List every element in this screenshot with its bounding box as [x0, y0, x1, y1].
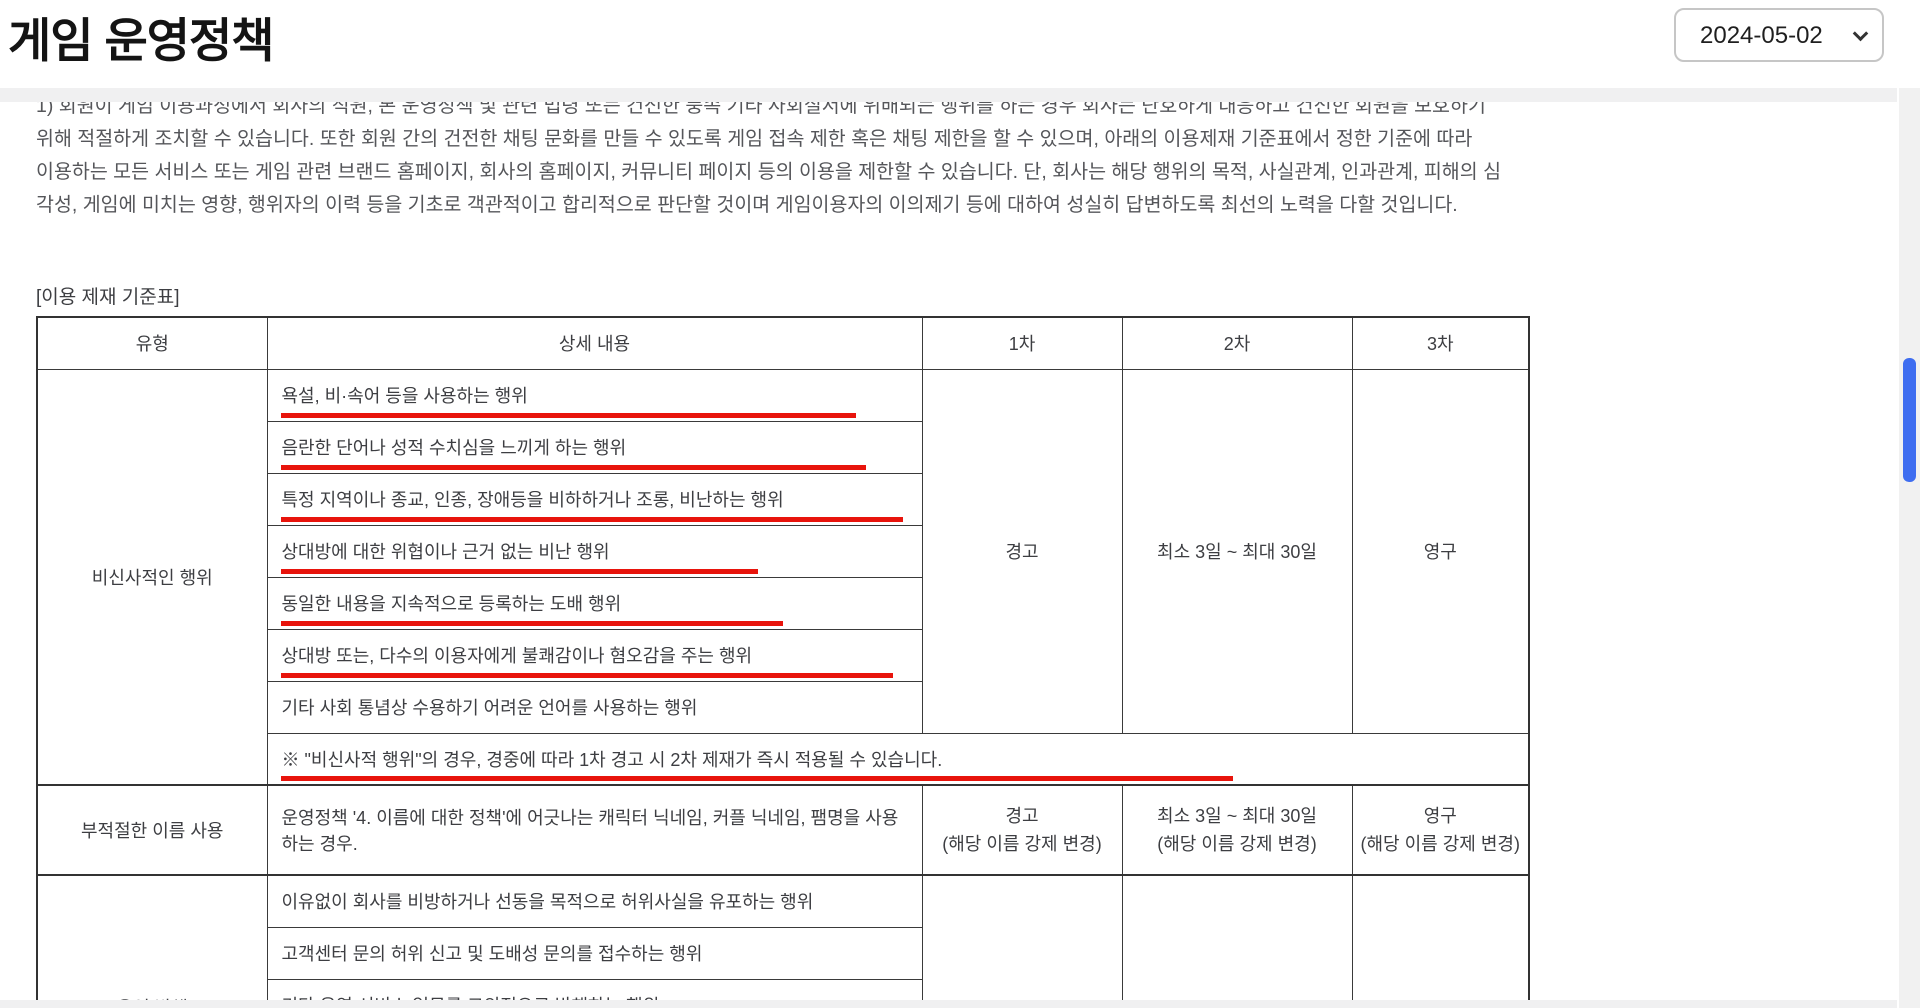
table-row: 비신사적인 행위 욕설, 비·속어 등을 사용하는 행위 경고 최소 3일 ~ …	[36, 368, 1530, 786]
detail-cell: 욕설, 비·속어 등을 사용하는 행위	[266, 368, 923, 422]
table-header-row: 유형 상세 내용 1차 2차 3차	[36, 316, 1530, 370]
detail-cell: 상대방에 대한 위협이나 근거 없는 비난 행위	[266, 524, 923, 578]
intro-line: 이용하는 모든 서비스 또는 게임 관련 브랜드 홈페이지, 회사의 홈페이지,…	[36, 161, 1502, 183]
penalty-third-cell: 영구 (해당 이름 강제 변경)	[1351, 784, 1530, 876]
penalty-third-cell	[1351, 874, 1530, 1008]
type-cell-operation-interference: 운영 방해	[36, 874, 268, 1008]
penalty-second-cell: 최소 3일 ~ 최대 30일 (해당 이름 강제 변경)	[1121, 784, 1353, 876]
red-underline-annotation	[280, 412, 856, 418]
table-row: 운영 방해 이유없이 회사를 비방하거나 선동을 목적으로 허위사실을 유포하는…	[36, 874, 1530, 1008]
type-cell-improper-name: 부적절한 이름 사용	[36, 784, 268, 876]
penalty-first-cell	[921, 874, 1123, 1008]
red-underline-annotation	[280, 672, 893, 678]
intro-line: 1) 회원이 게임 이용과정에서 회사의 직원, 본 운영정책 및 관련 법령 …	[36, 102, 1486, 117]
column-header-type: 유형	[36, 316, 268, 370]
note-cell: ※ "비신사적 행위"의 경우, 경중에 따라 1차 경고 시 2차 제재가 즉…	[266, 732, 1530, 786]
detail-cell: 이유없이 회사를 비방하거나 선동을 목적으로 허위사실을 유포하는 행위	[266, 874, 923, 928]
penalty-first-cell: 경고 (해당 이름 강제 변경)	[921, 784, 1123, 876]
column-header-first: 1차	[921, 316, 1123, 370]
detail-cell: 상대방 또는, 다수의 이용자에게 불쾌감이나 혐오감을 주는 행위	[266, 628, 923, 682]
table-row: 특정 지역이나 종교, 인종, 장애등을 비하하거나 조롱, 비난하는 행위	[37, 472, 1529, 526]
intro-paragraph: 1) 회원이 게임 이용과정에서 회사의 직원, 본 운영정책 및 관련 법령 …	[36, 102, 1897, 222]
policy-content-area: 1) 회원이 게임 이용과정에서 회사의 직원, 본 운영정책 및 관련 법령 …	[0, 102, 1897, 1008]
scrollbar-track[interactable]	[1899, 88, 1920, 1008]
detail-cell: 운영정책 '4. 이름에 대한 정책'에 어긋나는 캐릭터 닉네임, 커플 닉네…	[266, 784, 923, 876]
table-row: 음란한 단어나 성적 수치심을 느끼게 하는 행위	[37, 420, 1529, 474]
detail-cell: 동일한 내용을 지속적으로 등록하는 도배 행위	[266, 576, 923, 630]
detail-cell: 특정 지역이나 종교, 인종, 장애등을 비하하거나 조롱, 비난하는 행위	[266, 472, 923, 526]
detail-cell: 음란한 단어나 성적 수치심을 느끼게 하는 행위	[266, 420, 923, 474]
type-cell-unsportsmanlike: 비신사적인 행위	[36, 368, 268, 786]
red-underline-annotation	[280, 776, 1233, 781]
table-row: 기타 사회 통념상 수용하기 어려운 언어를 사용하는 행위	[37, 680, 1529, 734]
intro-line: 위해 적절하게 조치할 수 있습니다. 또한 회원 간의 건전한 채팅 문화를 …	[36, 128, 1473, 150]
column-header-second: 2차	[1121, 316, 1353, 370]
policy-date-select[interactable]: 2024-05-02	[1674, 8, 1884, 62]
content-top-mask	[0, 88, 1897, 102]
table-caption: [이용 제재 기준표]	[36, 287, 180, 308]
content-bottom-mask	[0, 1000, 1897, 1008]
table-row-note: ※ "비신사적 행위"의 경우, 경중에 따라 1차 경고 시 2차 제재가 즉…	[37, 732, 1530, 786]
red-underline-annotation	[280, 620, 783, 626]
penalty-second-cell: 최소 3일 ~ 최대 30일	[1121, 368, 1353, 734]
penalty-third-cell: 영구	[1351, 368, 1530, 734]
red-underline-annotation	[280, 464, 866, 470]
column-header-third: 3차	[1351, 316, 1530, 370]
table-row: 부적절한 이름 사용 운영정책 '4. 이름에 대한 정책'에 어긋나는 캐릭터…	[36, 784, 1530, 876]
column-header-detail: 상세 내용	[266, 316, 923, 370]
intro-line: 각성, 게임에 미치는 영향, 행위자의 이력 등을 기초로 객관적이고 합리적…	[36, 194, 1458, 216]
scrollbar-thumb[interactable]	[1903, 358, 1916, 482]
page-title: 게임 운영정책	[8, 14, 274, 67]
sanctions-table: 유형 상세 내용 1차 2차 3차 비신사적인 행위 욕설, 비·속어 등을 사…	[36, 316, 1530, 1008]
red-underline-annotation	[280, 516, 903, 522]
date-select-wrap: 2024-05-02	[1674, 8, 1884, 62]
page-header: 게임 운영정책 2024-05-02	[0, 0, 1897, 88]
penalty-second-cell	[1121, 874, 1353, 1008]
penalty-first-cell: 경고	[921, 368, 1123, 734]
table-row: 동일한 내용을 지속적으로 등록하는 도배 행위	[37, 576, 1529, 630]
red-underline-annotation	[280, 568, 758, 574]
detail-cell: 고객센터 문의 허위 신고 및 도배성 문의를 접수하는 행위	[266, 926, 923, 980]
detail-cell: 기타 사회 통념상 수용하기 어려운 언어를 사용하는 행위	[266, 680, 923, 734]
